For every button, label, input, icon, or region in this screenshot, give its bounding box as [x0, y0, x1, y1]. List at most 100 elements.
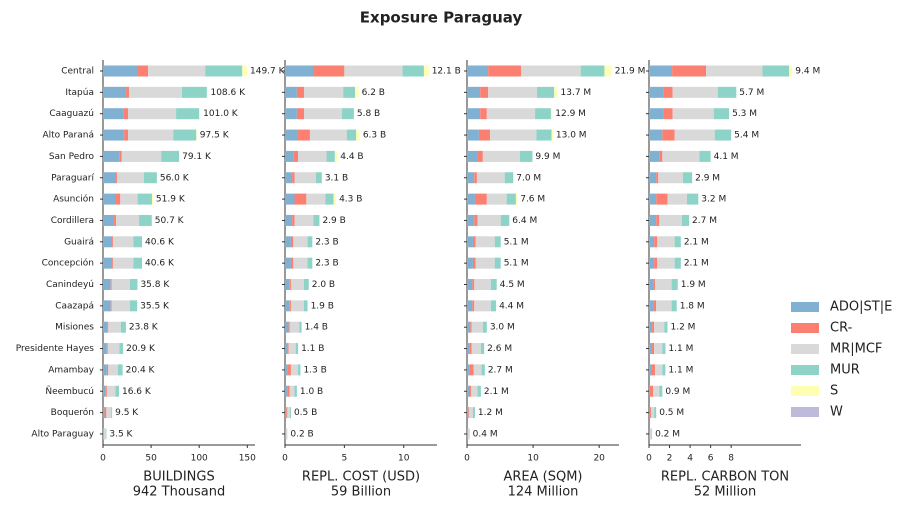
x-axis-sublabel: 52 Million	[694, 485, 757, 500]
bar-segment	[474, 300, 491, 312]
bar-segment	[515, 193, 518, 205]
bar-segment	[467, 214, 475, 226]
bar-segment	[535, 108, 551, 120]
x-tick-label: 5	[342, 454, 348, 464]
x-tick-label: 8	[728, 454, 734, 464]
bar-segment	[116, 172, 144, 184]
bar-segment	[467, 279, 473, 290]
x-axis-sublabel: 124 Million	[508, 485, 579, 500]
bar-segment	[289, 407, 291, 419]
bar-segment	[128, 129, 174, 141]
bar-segment	[103, 214, 115, 226]
bar-segment	[649, 129, 663, 141]
bar-segment	[656, 193, 668, 205]
bar-segment	[472, 257, 476, 269]
bar-segment	[333, 193, 337, 205]
total-label: 2.6 M	[487, 344, 512, 354]
bar-segment	[103, 86, 127, 98]
total-label: 5.1 M	[504, 237, 529, 247]
y-tick-label: Amambay	[48, 365, 94, 375]
total-label: 9.9 M	[535, 152, 560, 162]
total-label: 2.1 M	[484, 387, 509, 397]
x-tick-label: 0	[282, 454, 288, 464]
bar-segment	[554, 86, 558, 98]
bar-segment	[290, 300, 304, 312]
bar-segment	[103, 407, 105, 419]
bar-segment	[115, 214, 140, 226]
bar-segment	[355, 86, 359, 98]
bar-segment	[478, 129, 491, 141]
bar-segment	[289, 385, 295, 397]
bar-segment	[161, 150, 180, 162]
bar-segment	[470, 321, 472, 333]
bar-segment	[315, 172, 322, 184]
total-label: 2.7 M	[692, 216, 717, 226]
legend-label: MR|MCF	[830, 342, 882, 357]
bar-segment	[488, 65, 522, 77]
bar-segment	[468, 407, 473, 419]
total-label: 56.0 K	[160, 173, 190, 183]
bar-segment	[103, 150, 120, 162]
bar-segment	[467, 300, 473, 312]
total-label: 0.9 M	[665, 387, 690, 397]
bar-segment	[468, 385, 471, 397]
bar-segment	[488, 86, 538, 98]
total-label: 2.1 M	[684, 259, 709, 269]
bar-segment	[402, 65, 424, 77]
bar-segment	[475, 257, 495, 269]
bar-segment	[106, 343, 108, 355]
total-label: 3.1 B	[325, 173, 348, 183]
total-label: 5.7 M	[739, 88, 764, 98]
bar-segment	[706, 65, 763, 77]
bar-segment	[285, 321, 289, 333]
bar-segment	[119, 343, 124, 355]
total-label: 5.1 M	[504, 259, 529, 269]
bar-segment	[292, 172, 295, 184]
bar-segment	[467, 172, 475, 184]
bar-segment	[671, 300, 677, 312]
x-axis-sublabel: 59 Billion	[331, 485, 391, 500]
bar-segment	[470, 385, 478, 397]
bar-segment	[290, 257, 294, 269]
bar-segment	[107, 321, 109, 333]
x-tick-label: 100	[191, 454, 208, 464]
bar-segment	[423, 65, 429, 77]
bar-segment	[285, 257, 291, 269]
bar-segment	[103, 172, 116, 184]
bar-segment	[537, 86, 555, 98]
bar-segment	[494, 236, 501, 248]
bar-segment	[306, 193, 326, 205]
bar-segment	[481, 364, 485, 376]
bar-segment	[108, 321, 121, 333]
bar-segment	[649, 428, 651, 440]
bar-segment	[659, 214, 682, 226]
bar-segment	[103, 343, 107, 355]
bar-segment	[486, 108, 536, 120]
y-tick-label: Caaguazú	[49, 109, 94, 119]
bar-segment	[494, 257, 501, 269]
total-label: 20.9 K	[126, 344, 156, 354]
total-label: 9.5 K	[115, 408, 139, 418]
bar-segment	[294, 172, 316, 184]
bar-segment	[103, 385, 106, 397]
y-tick-label: Alto Paraná	[42, 131, 94, 141]
bar-segment	[103, 279, 111, 290]
bar-segment	[326, 150, 335, 162]
bar-segment	[714, 129, 732, 141]
bar-segment	[126, 86, 129, 98]
bar-segment	[285, 65, 314, 77]
x-axis-sublabel: 942 Thousand	[133, 485, 226, 500]
bar-segment	[490, 279, 497, 290]
bar-segment	[103, 129, 125, 141]
total-label: 1.8 M	[680, 301, 705, 311]
x-tick-label: 10	[527, 454, 539, 464]
bar-segment	[649, 300, 654, 312]
total-label: 2.3 B	[315, 259, 338, 269]
bar-segment	[286, 407, 288, 419]
bar-segment	[467, 108, 481, 120]
bar-segment	[662, 364, 666, 376]
total-label: 4.5 M	[500, 280, 525, 290]
total-label: 0.4 M	[473, 429, 498, 439]
bar-segment	[292, 214, 295, 226]
legend-label: MUR	[830, 363, 860, 378]
